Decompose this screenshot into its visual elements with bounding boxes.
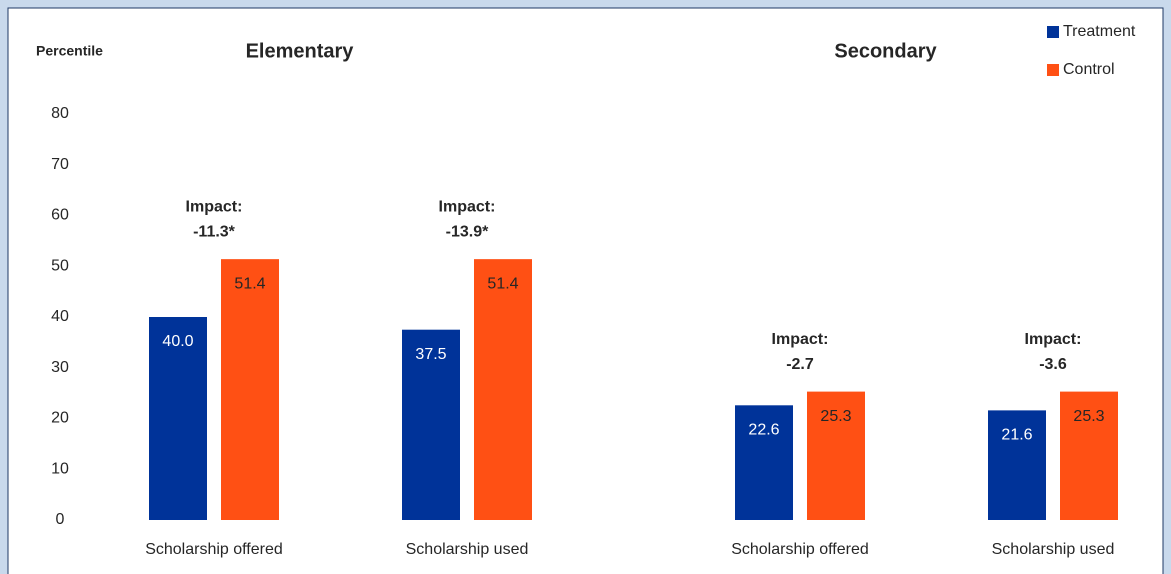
x-tick-label: Scholarship used [406,541,529,558]
y-tick-label: 30 [51,359,69,376]
data-label: 25.3 [820,408,851,425]
data-label: 22.6 [748,422,779,439]
panel-title: Secondary [834,40,937,62]
legend-label: Control [1063,61,1115,78]
data-label: 51.4 [487,275,518,292]
bar [988,410,1046,520]
bar [149,317,207,520]
annotation-label: Impact: [1025,331,1082,348]
x-tick-label: Scholarship used [992,541,1115,558]
y-tick-label: 60 [51,207,69,224]
bar [474,259,532,520]
y-tick-label: 20 [51,410,69,427]
data-label: 51.4 [234,275,265,292]
annotation-label: Impact: [186,198,243,215]
x-tick-label: Scholarship offered [731,541,869,558]
data-label: 21.6 [1001,427,1032,444]
y-tick-label: 70 [51,156,69,173]
legend-swatch [1047,64,1059,76]
y-tick-label: 50 [51,257,69,274]
y-tick-label: 80 [51,105,69,122]
annotation-value: -3.6 [1039,356,1067,373]
legend-swatch [1047,26,1059,38]
x-tick-label: Scholarship offered [145,541,283,558]
y-tick-label: 40 [51,308,69,325]
y-tick-label: 0 [56,511,65,528]
bar [221,259,279,520]
bar [402,329,460,520]
annotation-label: Impact: [439,198,496,215]
legend-label: Treatment [1063,23,1136,40]
panel-title: Elementary [246,40,355,62]
annotation-value: -2.7 [786,356,814,373]
data-label: 37.5 [415,346,446,363]
annotation-value: -11.3* [193,223,236,240]
data-label: 40.0 [162,333,193,350]
bar [807,391,865,520]
y-tick-label: 10 [51,460,69,477]
bar [735,405,793,520]
bar [1060,391,1118,520]
y-axis-label: Percentile [36,43,103,59]
annotation-label: Impact: [772,331,829,348]
annotation-value: -13.9* [446,223,489,240]
data-label: 25.3 [1073,408,1104,425]
